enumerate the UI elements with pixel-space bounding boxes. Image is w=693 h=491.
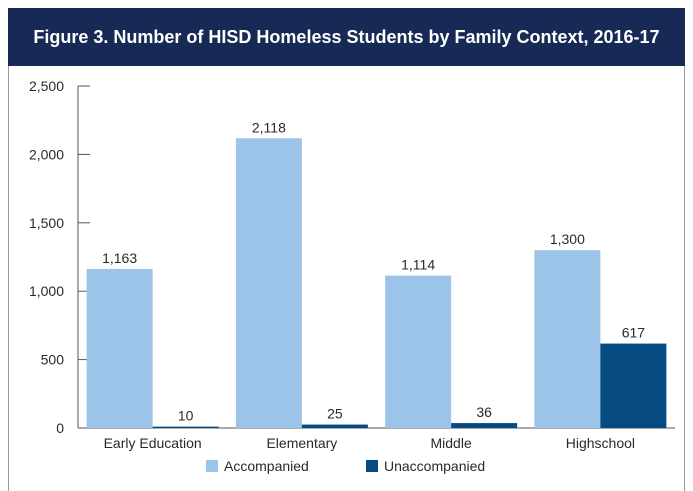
data-label: 617 <box>622 325 646 341</box>
data-label: 10 <box>178 408 194 424</box>
bar <box>385 276 451 428</box>
data-label: 25 <box>327 406 343 422</box>
x-tick-label: Early Education <box>104 435 202 451</box>
y-tick-label: 1,000 <box>29 283 64 299</box>
y-tick-label: 500 <box>41 352 65 368</box>
data-label: 1,114 <box>401 257 435 273</box>
legend-label: Accompanied <box>224 458 309 474</box>
y-tick-label: 0 <box>56 420 64 436</box>
bar <box>302 425 368 428</box>
data-label: 1,163 <box>102 250 137 266</box>
bar <box>236 138 302 428</box>
bar <box>451 423 517 428</box>
y-tick-label: 2,000 <box>29 146 64 162</box>
x-tick-label: Elementary <box>266 435 337 451</box>
data-label: 36 <box>476 404 492 420</box>
bar <box>153 427 219 428</box>
data-label: 2,118 <box>252 119 286 135</box>
data-label: 1,300 <box>550 231 585 247</box>
y-tick-label: 1,500 <box>29 215 64 231</box>
legend-swatch <box>366 460 378 472</box>
x-tick-label: Highschool <box>566 435 635 451</box>
x-tick-label: Middle <box>431 435 472 451</box>
bar <box>600 344 666 428</box>
bar <box>87 269 153 428</box>
legend-label: Unaccompanied <box>384 458 485 474</box>
legend-swatch <box>206 460 218 472</box>
y-tick-label: 2,500 <box>29 78 64 94</box>
bar <box>534 250 600 428</box>
